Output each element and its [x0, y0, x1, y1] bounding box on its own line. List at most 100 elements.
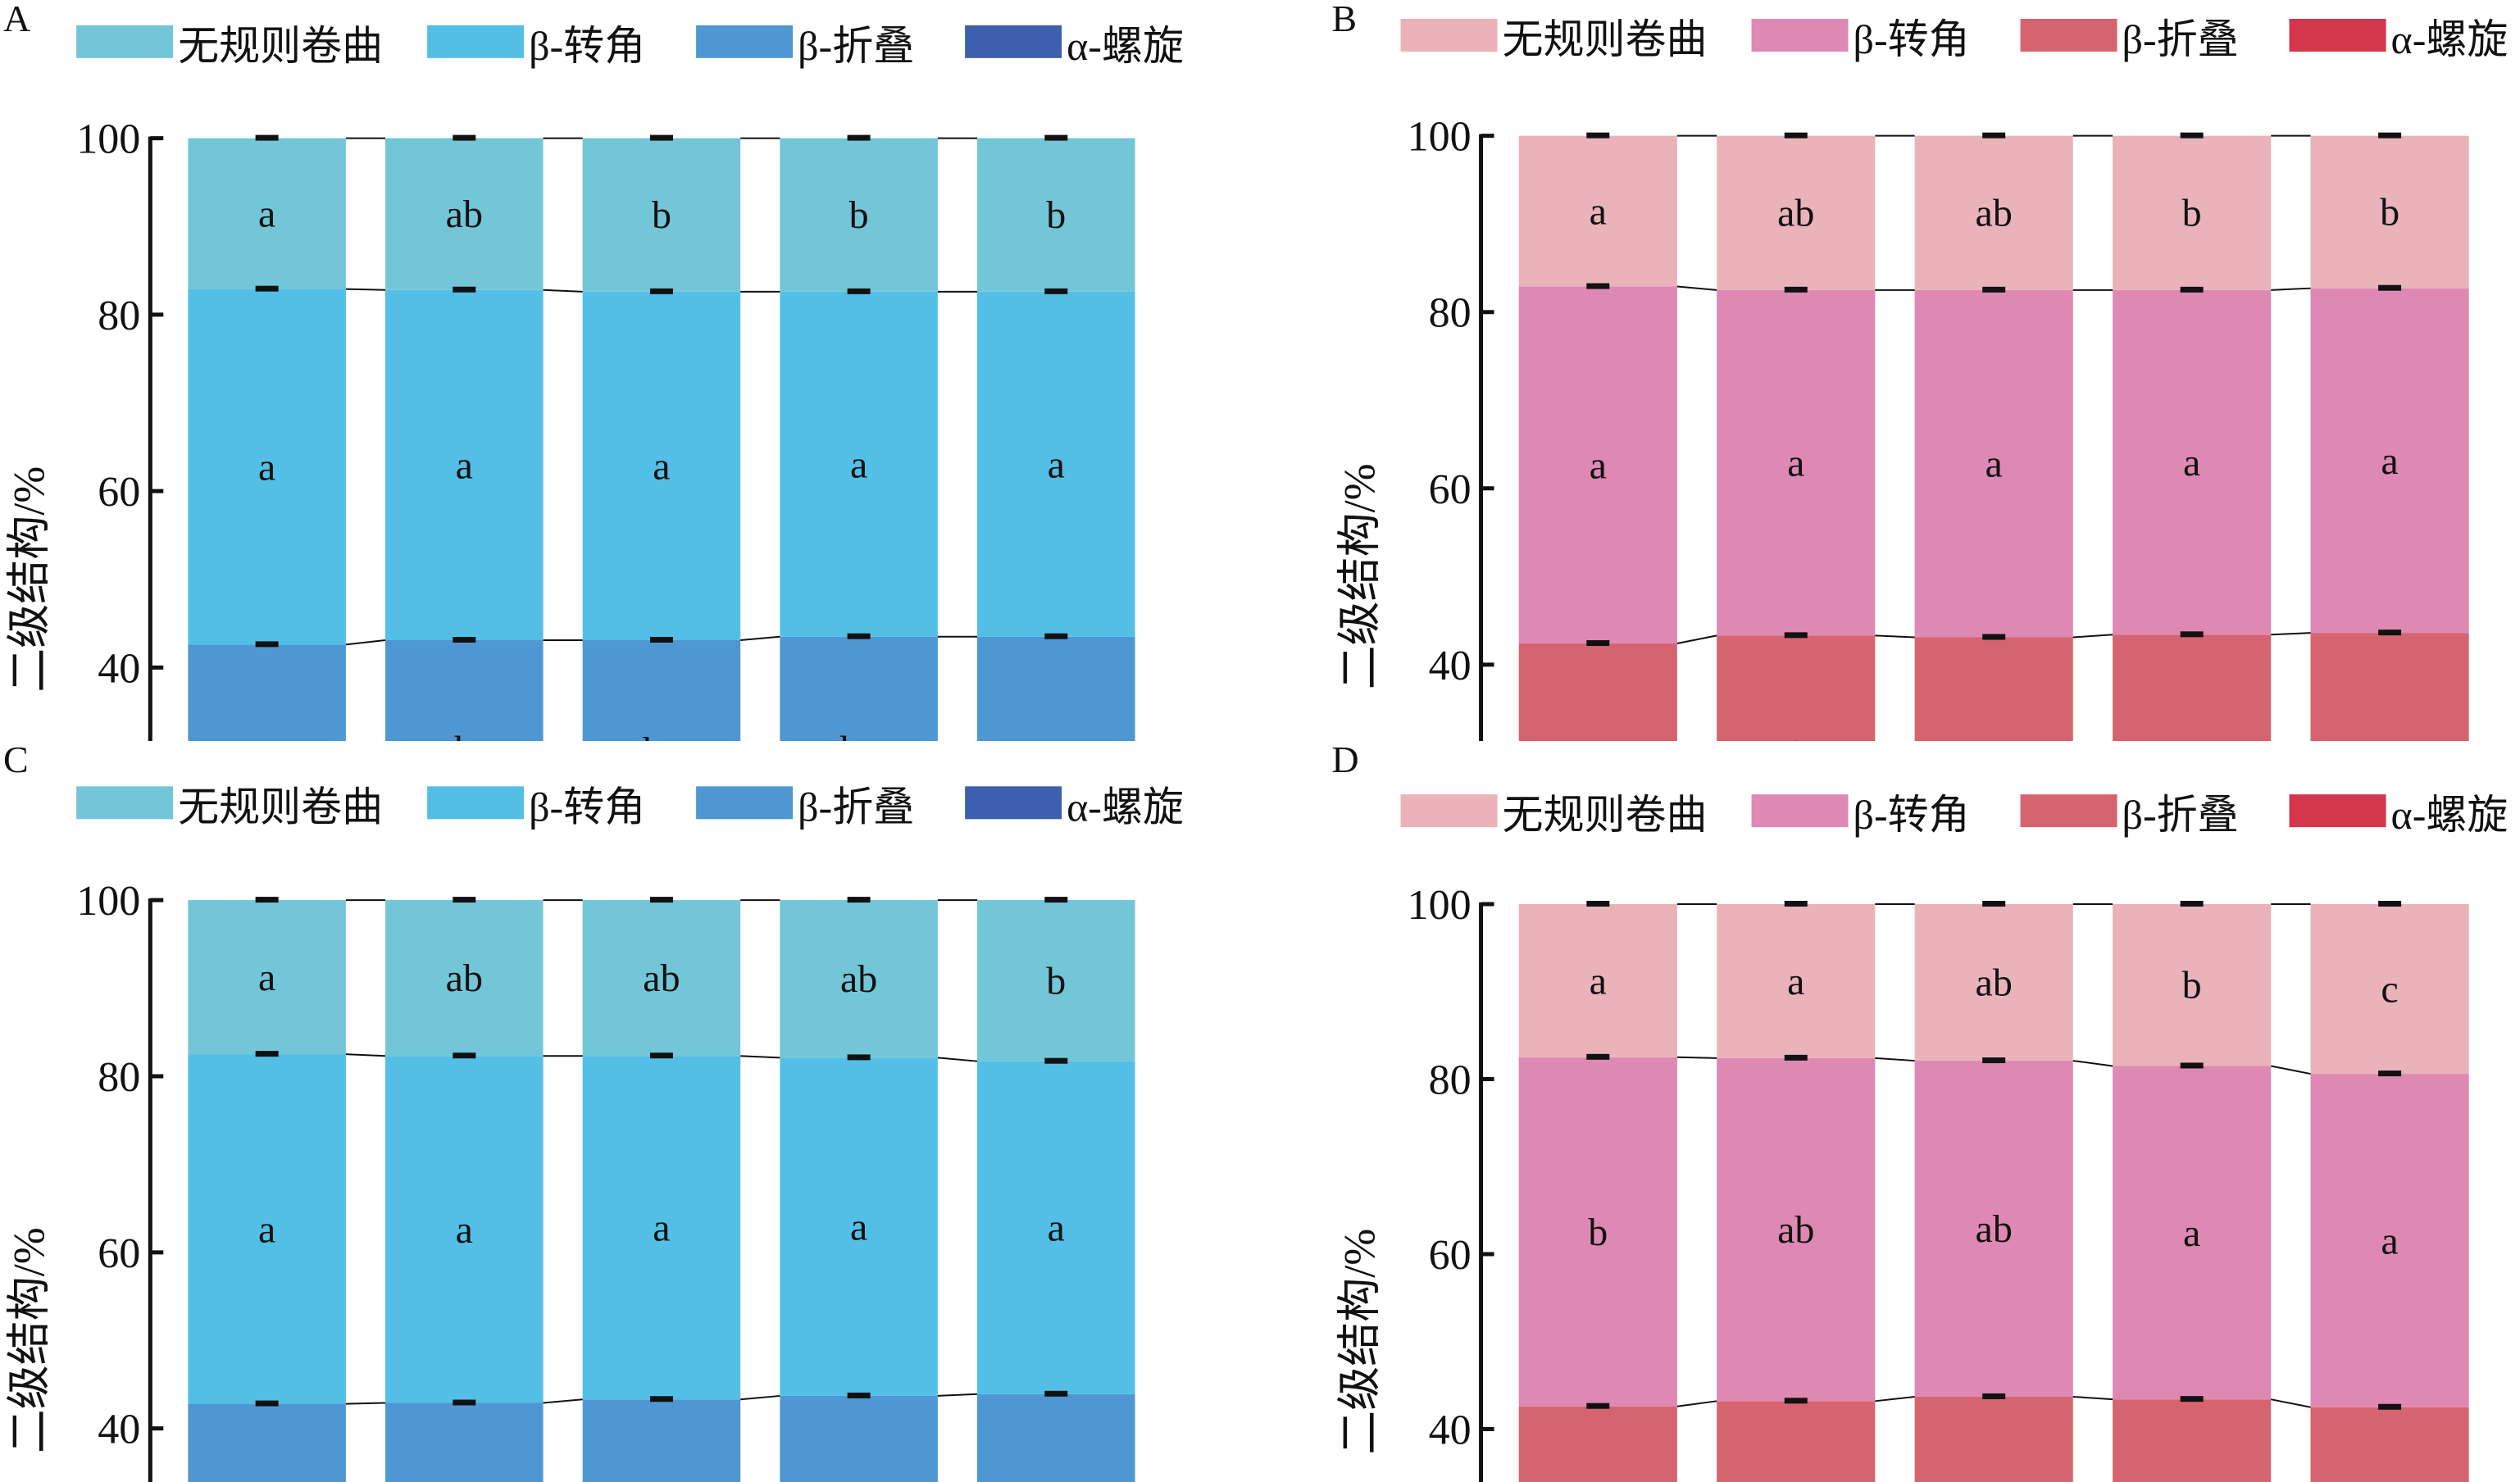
bar-segment — [582, 291, 741, 641]
error-bar — [1044, 134, 1068, 141]
connector-line — [1676, 634, 1717, 645]
error-bar — [1982, 132, 2006, 139]
legend-label: 无规则卷曲 — [1503, 792, 1708, 838]
legend-label: α-螺旋 — [2391, 16, 2509, 62]
bar-segment — [780, 138, 938, 292]
legend-item: α-螺旋 — [2289, 16, 2509, 62]
connector-line — [1676, 1056, 1717, 1059]
connector-line — [2271, 287, 2311, 291]
bars: caaabbaababbcababbcabacab — [188, 138, 1135, 741]
y-tick-label: 40 — [98, 1407, 140, 1453]
significance-letter: ab — [840, 957, 877, 1001]
significance-letter: a — [1590, 190, 1607, 234]
error-bar — [649, 897, 673, 903]
significance-letter: a — [258, 956, 275, 999]
bar-stack: caba — [1518, 903, 1677, 1482]
bar-segment — [1914, 903, 2073, 1061]
error-bar — [1784, 1054, 1808, 1061]
bar-segment — [582, 138, 741, 292]
bar-segment — [2310, 633, 2469, 741]
y-tick-label: 40 — [1429, 643, 1472, 689]
significance-letter: bc — [643, 730, 680, 741]
error-bar — [649, 637, 673, 643]
legend-swatch — [2289, 794, 2386, 828]
error-bar — [2180, 132, 2204, 139]
significance-letter: a — [1048, 443, 1065, 486]
y-tick-label: 40 — [1429, 1407, 1472, 1453]
bar-segment — [2113, 135, 2272, 290]
bar-segment — [1914, 1061, 2073, 1397]
error-bar — [453, 637, 476, 643]
connector-line — [740, 1394, 780, 1401]
error-bar — [847, 1054, 871, 1061]
error-bar — [1784, 286, 1808, 293]
legend-label: β-转角 — [1854, 792, 1970, 838]
bar-segment — [1914, 135, 2073, 290]
bar-stack: cababa — [1717, 903, 1876, 1482]
bar-segment — [1717, 1057, 1876, 1402]
legend-item: 无规则卷曲 — [1400, 792, 1708, 838]
bar-stack: abbcab — [582, 138, 741, 741]
legend-label: α-螺旋 — [1067, 784, 1184, 830]
significance-letter: a — [850, 443, 867, 486]
error-bar — [255, 134, 279, 141]
bar-segment — [977, 1393, 1135, 1482]
bar-segment — [2113, 634, 2272, 741]
bar-stack: bbaab — [385, 138, 544, 741]
bars: baaaababaabababaababbaabacab — [188, 900, 1135, 1482]
significance-letter: a — [2381, 439, 2398, 483]
bar-segment — [188, 900, 346, 1055]
y-tick-label: 100 — [1408, 114, 1472, 161]
bar-segment — [385, 1056, 544, 1403]
panel-label: D — [1331, 741, 1358, 780]
bar-segment — [582, 1399, 741, 1482]
legend-swatch — [965, 25, 1062, 58]
significance-letter: b — [454, 728, 474, 741]
legend-label: β-转角 — [1854, 16, 1970, 62]
connector-line — [1676, 1400, 1717, 1407]
connector-line — [2072, 634, 2113, 639]
significance-letter: a — [456, 1208, 473, 1252]
error-bar — [2180, 1396, 2204, 1402]
legend-item: β-折叠 — [696, 784, 914, 830]
connector-line — [345, 1402, 386, 1405]
legend-item: α-螺旋 — [965, 23, 1184, 69]
error-bar — [1044, 1390, 1068, 1397]
legend-item: β-转角 — [427, 784, 645, 830]
significance-letter: ab — [1976, 192, 2013, 235]
error-bar — [1982, 1393, 2006, 1399]
error-bar — [2378, 132, 2402, 139]
bar-segment — [780, 636, 938, 741]
error-bar — [2378, 1071, 2402, 1077]
connector-line — [1875, 1057, 1915, 1062]
legend-swatch — [965, 786, 1062, 820]
significance-letter: ab — [446, 193, 483, 236]
significance-letter: b — [1046, 193, 1066, 237]
legend-item: β-折叠 — [696, 23, 914, 69]
significance-letter: a — [258, 193, 275, 236]
bar-segment — [2113, 289, 2272, 635]
bar-segment — [1518, 1057, 1677, 1407]
bar-segment — [188, 1054, 346, 1404]
legend-label: β-折叠 — [798, 23, 914, 69]
bar-segment — [1717, 135, 1876, 290]
legend-swatch — [1400, 18, 1498, 52]
bar-segment — [1914, 637, 2073, 741]
legend-swatch — [696, 25, 794, 58]
error-bar — [1982, 286, 2006, 293]
legend-label: 无规则卷曲 — [178, 784, 383, 830]
chart-svg: B无规则卷曲β-转角β-折叠α-螺旋caaabcaaababcaaababaab… — [1331, 0, 2509, 741]
legend-label: β-转角 — [529, 784, 645, 830]
significance-letter: ab — [643, 957, 680, 1000]
bar-segment — [2113, 903, 2272, 1066]
y-tick-label: 80 — [98, 293, 140, 339]
significance-letter: c — [2381, 968, 2398, 1011]
bar-segment — [385, 640, 544, 741]
error-bar — [2180, 286, 2204, 293]
legend-swatch — [76, 786, 174, 820]
connector-line — [2072, 1060, 2113, 1067]
error-bar — [2180, 900, 2204, 907]
significance-letter: a — [456, 443, 473, 487]
legend-item: α-螺旋 — [965, 784, 1184, 830]
